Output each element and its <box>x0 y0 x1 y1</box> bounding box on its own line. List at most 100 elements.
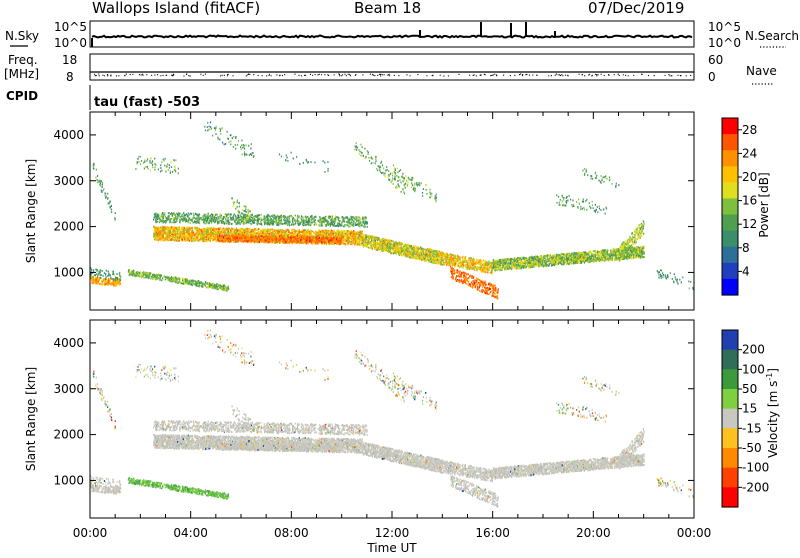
nave-point <box>324 74 325 75</box>
nave-point <box>592 75 593 76</box>
power-cell <box>240 237 241 239</box>
power-cell <box>231 228 232 230</box>
power-cell <box>321 239 322 241</box>
nave-point <box>380 74 381 75</box>
power-cell <box>204 237 205 239</box>
power-cell <box>225 235 226 237</box>
power-cell <box>240 236 241 238</box>
nave-tick-top: 60 <box>708 53 723 67</box>
station-title: Wallops Island (fitACF) <box>92 0 260 17</box>
nave-point <box>491 75 492 76</box>
power-cell <box>198 235 199 237</box>
nave-point <box>258 75 259 76</box>
power-cell <box>299 239 300 241</box>
power-cell <box>174 234 175 236</box>
power-cell <box>331 237 332 239</box>
nave-point <box>171 75 172 76</box>
nave-point <box>601 74 602 75</box>
power-cell <box>329 242 330 244</box>
date-title: 07/Dec/2019 <box>588 0 684 17</box>
power-cell <box>272 242 273 244</box>
power-cell <box>285 242 286 244</box>
power-cell <box>188 229 189 231</box>
nave-point <box>648 75 649 76</box>
power-cell <box>318 241 319 243</box>
nave-point <box>269 75 270 76</box>
power-cell <box>226 234 227 236</box>
nave-point <box>432 75 433 76</box>
power-cell <box>202 236 203 238</box>
nave-point <box>406 74 407 75</box>
power-cell <box>171 232 172 234</box>
nave-point <box>317 74 318 75</box>
power-cell <box>262 237 263 239</box>
power-cell <box>274 237 275 239</box>
power-cell <box>319 240 320 242</box>
power-cell <box>180 231 181 233</box>
nave-point <box>619 75 620 76</box>
power-cell <box>311 230 312 232</box>
nave-point <box>671 75 672 76</box>
power-cell <box>248 231 249 233</box>
power-cell <box>287 242 288 244</box>
power-cell <box>258 241 259 243</box>
power-cell <box>346 238 347 240</box>
nave-point <box>677 75 678 76</box>
power-cell <box>209 240 210 242</box>
power-cell <box>218 237 219 239</box>
power-cell <box>333 242 334 244</box>
nave-point <box>398 75 399 76</box>
nave-point <box>183 75 184 76</box>
power-cell <box>359 239 360 241</box>
power-cell <box>245 230 246 232</box>
power-cell <box>277 235 278 237</box>
power-cell <box>300 234 301 236</box>
freq-label: Freq. <box>8 53 38 67</box>
power-cell <box>290 238 291 240</box>
power-cell <box>229 237 230 239</box>
power-cell <box>267 237 268 239</box>
nave-point <box>339 75 340 76</box>
power-cell <box>270 235 271 237</box>
power-cell <box>218 232 219 234</box>
power-cell <box>334 235 335 237</box>
nave-point <box>596 74 597 75</box>
power-cell <box>298 235 299 237</box>
power-cell <box>171 230 172 232</box>
power-cell <box>346 233 347 235</box>
power-cell <box>335 242 336 244</box>
power-cell <box>242 236 243 238</box>
power-cell <box>265 229 266 231</box>
power-cell <box>291 229 292 231</box>
power-cell <box>208 236 209 238</box>
nave-point <box>269 74 270 75</box>
nave-point <box>247 74 248 75</box>
nave-point <box>568 75 569 76</box>
power-cell <box>305 236 306 238</box>
power-cell <box>311 236 312 238</box>
nave-point <box>426 75 427 76</box>
nave-point <box>249 74 250 75</box>
nave-point <box>556 73 557 74</box>
power-cell <box>321 235 322 237</box>
power-cell <box>248 236 249 238</box>
power-cell <box>185 228 186 230</box>
power-cell <box>338 234 339 236</box>
power-cell <box>360 233 361 235</box>
nave-point <box>312 75 313 76</box>
power-cell <box>309 237 310 239</box>
power-cell <box>221 235 222 237</box>
nave-point <box>493 74 494 75</box>
power-cell <box>284 235 285 237</box>
power-cell <box>227 229 228 231</box>
power-cell <box>337 231 338 233</box>
power-cell <box>299 231 300 233</box>
power-cell <box>279 230 280 232</box>
power-cell <box>182 236 183 238</box>
nave-point <box>294 74 295 75</box>
power-cell <box>352 236 353 238</box>
nave-point <box>98 73 99 74</box>
nave-point <box>188 75 189 76</box>
power-cell <box>273 235 274 237</box>
power-cell <box>327 230 328 232</box>
